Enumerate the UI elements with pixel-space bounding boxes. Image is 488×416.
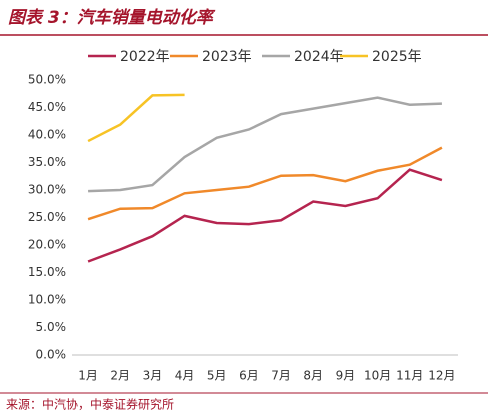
legend-label: 2025年 bbox=[372, 49, 422, 65]
legend-label: 2024年 bbox=[294, 49, 344, 65]
x-tick-label: 9月 bbox=[336, 369, 356, 383]
source: 来源：中汽协，中泰证券研究所 bbox=[6, 397, 174, 412]
series-line bbox=[87, 93, 185, 143]
chart-title: 图表 3：汽车销量电动化率 bbox=[8, 8, 216, 28]
y-tick-label: 30.0% bbox=[28, 183, 66, 197]
y-tick-label: 35.0% bbox=[28, 155, 66, 169]
y-tick-label: 20.0% bbox=[28, 238, 66, 252]
series-line bbox=[88, 96, 442, 193]
y-tick-label: 45.0% bbox=[28, 100, 66, 114]
x-tick-label: 4月 bbox=[175, 369, 195, 383]
x-tick-label: 12月 bbox=[428, 369, 455, 383]
y-tick-label: 10.0% bbox=[28, 293, 66, 307]
series-line bbox=[87, 146, 443, 221]
x-tick-label: 8月 bbox=[303, 369, 323, 383]
y-tick-label: 50.0% bbox=[28, 73, 66, 87]
x-tick-label: 11月 bbox=[396, 369, 423, 383]
y-tick-label: 25.0% bbox=[28, 210, 66, 224]
y-tick-label: 15.0% bbox=[28, 265, 66, 279]
y-tick-label: 5.0% bbox=[36, 320, 67, 334]
y-tick-label: 0.0% bbox=[36, 348, 67, 362]
legend-label: 2022年 bbox=[120, 49, 170, 65]
x-tick-label: 3月 bbox=[143, 369, 163, 383]
legend-label: 2023年 bbox=[202, 49, 252, 65]
x-tick-label: 10月 bbox=[364, 369, 391, 383]
x-tick-label: 6月 bbox=[239, 369, 259, 383]
x-tick-label: 7月 bbox=[271, 369, 291, 383]
series-line bbox=[87, 168, 443, 263]
x-tick-label: 1月 bbox=[78, 369, 98, 383]
x-tick-label: 2月 bbox=[110, 369, 130, 383]
x-tick-label: 5月 bbox=[207, 369, 227, 383]
y-tick-label: 40.0% bbox=[28, 128, 66, 142]
